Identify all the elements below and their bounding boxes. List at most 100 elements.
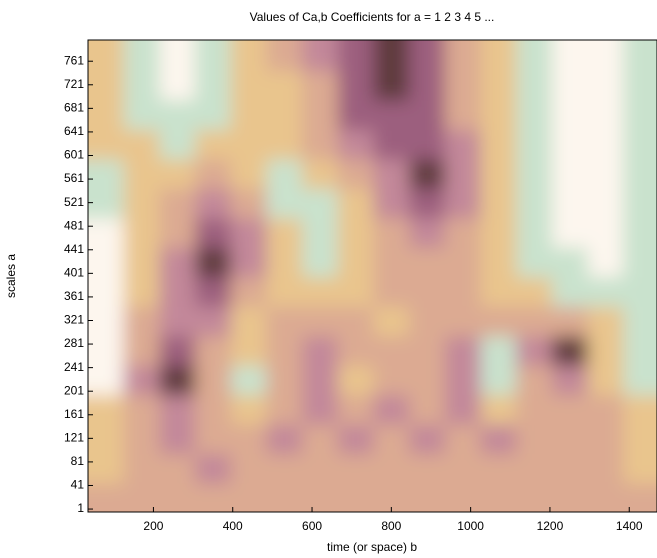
heatmap-cell — [195, 424, 232, 455]
heatmap-cell — [159, 159, 196, 189]
heatmap-cell — [266, 188, 303, 219]
heatmap-cell — [230, 217, 267, 248]
heatmap-cell — [551, 483, 589, 512]
heatmap-cell — [516, 100, 553, 131]
heatmap-cell — [409, 394, 446, 425]
heatmap-cell — [551, 100, 589, 131]
y-tick-label: 561 — [64, 171, 84, 185]
heatmap-cell — [159, 247, 196, 278]
heatmap-cell — [302, 188, 339, 219]
heatmap-cell — [230, 453, 267, 484]
heatmap-cell — [480, 483, 517, 512]
heatmap-cell — [587, 188, 624, 219]
y-tick-label: 361 — [64, 289, 84, 303]
heatmap-cell — [409, 159, 446, 189]
heatmap-cell — [480, 188, 517, 219]
heatmap-cell — [623, 306, 657, 337]
heatmap-cell — [337, 365, 374, 396]
heatmap-cell — [337, 188, 374, 219]
heatmap-cell — [551, 335, 589, 366]
heatmap-cell — [551, 365, 589, 396]
plot-frame — [87, 39, 657, 513]
heatmap-cell — [88, 276, 125, 307]
heatmap-cell — [159, 100, 196, 131]
heatmap-cell — [302, 453, 339, 484]
heatmap-cell — [88, 188, 125, 219]
heatmap-cell — [516, 129, 553, 160]
heatmap-cell — [159, 306, 196, 337]
chart-title: Values of Ca,b Coefficients for a = 1 2 … — [250, 10, 495, 24]
heatmap-cell — [230, 70, 267, 101]
heatmap-cell — [587, 70, 624, 101]
heatmap-cell — [587, 129, 624, 160]
heatmap-cell — [195, 483, 232, 512]
heatmap-cell — [266, 483, 303, 512]
heatmap-cell — [230, 129, 267, 160]
x-tick-label: 800 — [381, 519, 401, 533]
heatmap-cell — [516, 424, 553, 455]
heatmap-cell — [88, 217, 125, 248]
heatmap-cell — [373, 276, 410, 307]
heatmap-cell — [195, 276, 232, 307]
heatmap-cell — [480, 100, 517, 131]
heatmap-cell — [230, 306, 267, 337]
heatmap-cell — [337, 129, 374, 160]
y-tick-label: 481 — [64, 218, 84, 232]
heatmap-cell — [123, 217, 160, 248]
heatmap-cell — [123, 129, 160, 160]
heatmap-cell — [480, 159, 517, 189]
heatmap-cell — [480, 424, 517, 455]
heatmap-cell — [266, 247, 303, 278]
heatmap-cell — [266, 40, 303, 72]
heatmap-cell — [587, 40, 624, 72]
y-tick-label: 401 — [64, 266, 84, 280]
heatmap-cell — [337, 217, 374, 248]
heatmap-cell — [230, 100, 267, 131]
y-tick-label: 81 — [71, 454, 85, 468]
heatmap-cell — [302, 394, 339, 425]
heatmap-cell — [123, 247, 160, 278]
heatmap-cell — [623, 40, 657, 72]
heatmap-cell — [444, 129, 482, 160]
heatmap-cell — [230, 159, 267, 189]
heatmap-cell — [587, 100, 624, 131]
heatmap-cell — [587, 306, 624, 337]
heatmap-cell — [444, 188, 482, 219]
heatmap-cell — [373, 365, 410, 396]
heatmap-cell — [551, 70, 589, 101]
heatmap-cell — [480, 70, 517, 101]
heatmap-cell — [123, 159, 160, 189]
y-tick-label: 201 — [64, 383, 84, 397]
heatmap-cell — [266, 217, 303, 248]
heatmap-cell — [409, 483, 446, 512]
x-tick-label: 400 — [223, 519, 243, 533]
heatmap-cell — [373, 424, 410, 455]
heatmap-cell — [337, 276, 374, 307]
heatmap-cells — [88, 40, 657, 512]
heatmap-cell — [88, 70, 125, 101]
heatmap-cell — [409, 276, 446, 307]
heatmap-cell — [159, 40, 196, 72]
heatmap-cell — [230, 394, 267, 425]
heatmap-cell — [159, 276, 196, 307]
heatmap-cell — [123, 188, 160, 219]
heatmap-cell — [409, 247, 446, 278]
heatmap-cell — [337, 159, 374, 189]
heatmap-cell — [337, 394, 374, 425]
heatmap-cell — [480, 453, 517, 484]
heatmap-cell — [337, 483, 374, 512]
y-tick-label: 121 — [64, 431, 84, 445]
x-tick-label: 1000 — [457, 519, 484, 533]
heatmap-cell — [123, 100, 160, 131]
heatmap-cell — [551, 40, 589, 72]
heatmap-cell — [337, 424, 374, 455]
heatmap-cell — [480, 335, 517, 366]
heatmap-cell — [444, 217, 482, 248]
heatmap-cell — [337, 70, 374, 101]
y-tick-label: 521 — [64, 195, 84, 209]
heatmap-cell — [409, 365, 446, 396]
heatmap-cell — [623, 100, 657, 131]
heatmap-cell — [195, 70, 232, 101]
heatmap-cell — [266, 335, 303, 366]
